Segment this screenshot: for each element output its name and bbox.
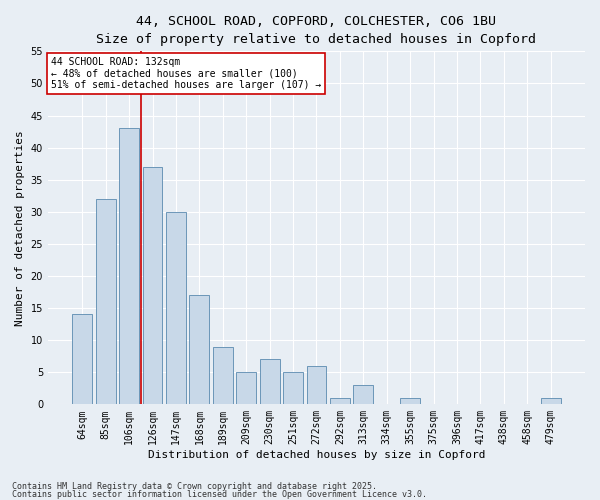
Bar xyxy=(166,212,186,404)
Bar xyxy=(236,372,256,404)
Bar xyxy=(541,398,560,404)
Bar xyxy=(260,360,280,405)
Bar xyxy=(330,398,350,404)
Bar xyxy=(400,398,420,404)
Title: 44, SCHOOL ROAD, COPFORD, COLCHESTER, CO6 1BU
Size of property relative to detac: 44, SCHOOL ROAD, COPFORD, COLCHESTER, CO… xyxy=(97,15,536,46)
Bar xyxy=(119,128,139,404)
Bar xyxy=(213,346,233,405)
Bar xyxy=(73,314,92,404)
Y-axis label: Number of detached properties: Number of detached properties xyxy=(15,130,25,326)
Text: Contains public sector information licensed under the Open Government Licence v3: Contains public sector information licen… xyxy=(12,490,427,499)
X-axis label: Distribution of detached houses by size in Copford: Distribution of detached houses by size … xyxy=(148,450,485,460)
Bar xyxy=(283,372,303,404)
Text: Contains HM Land Registry data © Crown copyright and database right 2025.: Contains HM Land Registry data © Crown c… xyxy=(12,482,377,491)
Bar xyxy=(353,385,373,404)
Bar xyxy=(96,199,116,404)
Bar xyxy=(307,366,326,405)
Bar xyxy=(190,295,209,405)
Text: 44 SCHOOL ROAD: 132sqm
← 48% of detached houses are smaller (100)
51% of semi-de: 44 SCHOOL ROAD: 132sqm ← 48% of detached… xyxy=(50,56,321,90)
Bar xyxy=(143,167,163,404)
